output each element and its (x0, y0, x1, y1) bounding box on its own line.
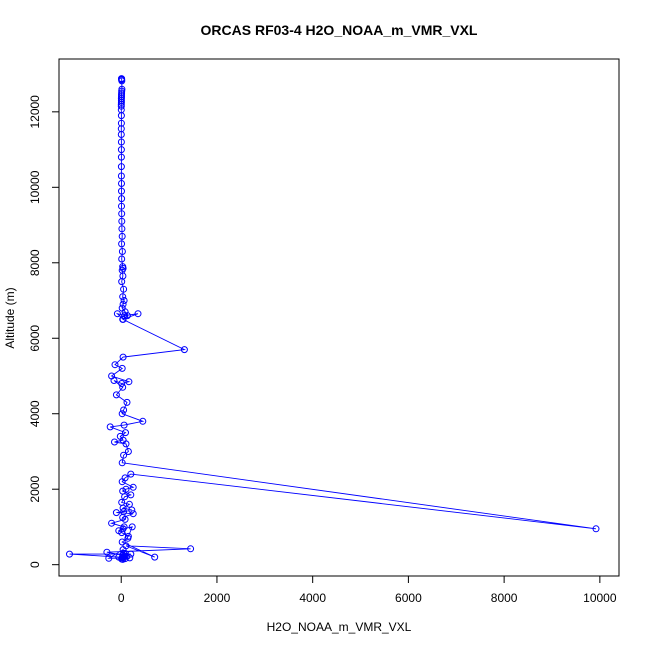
data-point (118, 210, 126, 218)
data-point (120, 297, 128, 304)
x-tick-label: 0 (118, 591, 125, 605)
data-point (123, 312, 131, 320)
data-point (118, 217, 126, 225)
y-tick-label: 2000 (28, 476, 42, 503)
data-point (108, 519, 116, 527)
x-axis: 0 2000 4000 6000 8000 10000 (118, 575, 617, 605)
y-tick-label: 12000 (28, 95, 42, 129)
data-point (118, 529, 126, 537)
y-tick-label: 10000 (28, 170, 42, 204)
x-tick-label: 6000 (395, 591, 422, 605)
data-point (117, 172, 125, 180)
data-point (118, 459, 126, 467)
data-point (127, 491, 135, 499)
data-point (128, 506, 136, 514)
series-line (69, 78, 597, 560)
data-point (187, 545, 195, 553)
data-point (118, 255, 126, 263)
data-point (118, 77, 126, 85)
data-point (120, 406, 128, 414)
data-point (122, 440, 130, 448)
data-point (120, 451, 128, 459)
data-point (119, 383, 127, 391)
y-tick-label: 4000 (28, 400, 42, 427)
data-point (118, 554, 126, 562)
data-point (592, 525, 600, 533)
data-point (112, 509, 120, 517)
data-point (123, 398, 131, 406)
data-point (124, 534, 132, 542)
data-point (105, 554, 113, 562)
data-point (118, 187, 125, 195)
data-point (118, 410, 126, 418)
data-point (121, 308, 129, 316)
data-point (129, 483, 137, 491)
data-point (119, 546, 127, 554)
data-point (118, 195, 126, 203)
data-point (118, 364, 126, 372)
y-tick-label: 6000 (28, 325, 42, 352)
data-point (118, 232, 126, 240)
data-point (118, 248, 126, 255)
data-point (121, 515, 129, 523)
data-point (124, 448, 132, 455)
x-tick-label: 8000 (491, 591, 518, 605)
data-point (117, 102, 125, 110)
data-point (106, 423, 114, 431)
data-point (117, 138, 125, 146)
data-point (120, 549, 128, 557)
data-point (117, 146, 125, 154)
data-point (117, 163, 125, 171)
data-point (118, 180, 125, 187)
data-point (127, 470, 135, 478)
data-point (118, 538, 126, 546)
data-point (119, 504, 127, 512)
data-point (117, 112, 125, 120)
data-point (103, 548, 111, 556)
data-point (125, 378, 133, 386)
data-point (128, 523, 136, 531)
x-axis-label: H2O_NOAA_m_VMR_VXL (267, 620, 412, 634)
data-point (121, 312, 129, 320)
chart-title: ORCAS RF03-4 H2O_NOAA_m_VMR_VXL (201, 22, 478, 38)
data-point (129, 510, 137, 518)
data-point (139, 417, 147, 425)
y-axis-label: Altitude (m) (3, 287, 17, 348)
y-tick-label: 0 (28, 561, 42, 568)
data-point (118, 225, 126, 233)
y-tick-label: 8000 (28, 249, 42, 276)
data-point (119, 525, 127, 533)
data-point (119, 293, 127, 301)
data-point (117, 153, 125, 161)
data-point (119, 300, 127, 308)
data-point (120, 285, 128, 293)
data-point (134, 310, 142, 318)
y-axis: 0 2000 4000 6000 8000 10000 12000 (28, 95, 60, 568)
plot-area (66, 75, 600, 563)
data-point (118, 278, 126, 286)
x-tick-label: 4000 (299, 591, 326, 605)
data-point (119, 353, 127, 361)
data-point (111, 361, 119, 369)
data-point (118, 202, 125, 210)
data-point (118, 478, 126, 486)
data-point (118, 380, 126, 387)
data-point (113, 310, 121, 318)
data-point (121, 493, 129, 501)
x-tick-label: 2000 (204, 591, 231, 605)
data-point (112, 391, 120, 399)
data-point (117, 131, 125, 138)
data-point (66, 550, 73, 558)
data-point (119, 315, 127, 323)
x-tick-label: 10000 (583, 591, 617, 605)
data-point (120, 421, 128, 429)
data-point (125, 500, 133, 508)
data-point (180, 346, 188, 354)
data-point (110, 377, 118, 384)
data-point (111, 438, 118, 446)
data-point (151, 553, 159, 561)
data-point (118, 240, 126, 248)
data-point (122, 429, 129, 437)
